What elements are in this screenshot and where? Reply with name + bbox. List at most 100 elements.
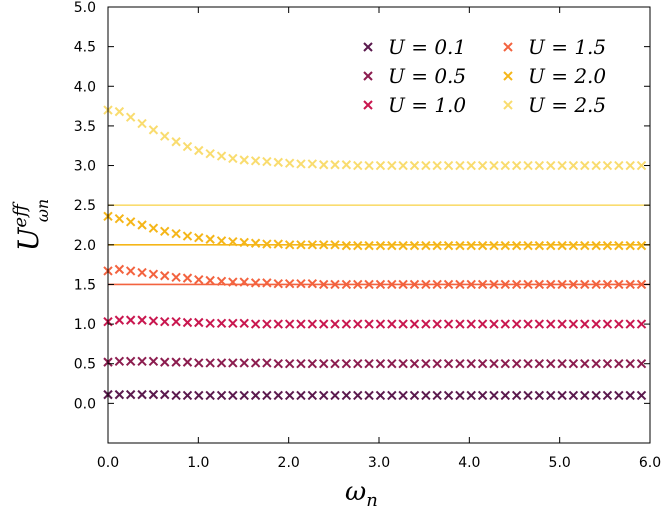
data-point — [319, 240, 329, 250]
data-point — [523, 160, 533, 171]
data-point — [273, 278, 283, 289]
legend-label: U = 0.1 — [388, 35, 466, 59]
y-tick-label: 0.0 — [74, 396, 96, 412]
data-point — [319, 319, 329, 329]
data-point — [216, 151, 227, 161]
data-point — [614, 160, 624, 171]
legend-marker — [363, 42, 373, 52]
data-point — [500, 240, 510, 251]
legend-marker — [363, 71, 373, 81]
data-point — [364, 359, 374, 369]
data-point — [466, 319, 476, 329]
x-tick-label: 1.0 — [187, 455, 209, 471]
data-point — [171, 357, 181, 367]
legend-label: U = 1.5 — [528, 35, 606, 59]
data-point — [398, 279, 408, 290]
data-point — [160, 389, 170, 400]
data-point — [523, 279, 533, 290]
data-point — [523, 390, 533, 401]
data-point — [262, 358, 272, 368]
data-point — [432, 359, 442, 369]
data-point — [194, 145, 204, 156]
data-point — [500, 390, 510, 401]
data-point — [614, 359, 624, 369]
data-point — [432, 240, 442, 251]
data-point — [489, 160, 499, 171]
data-point — [160, 131, 170, 141]
data-point — [500, 279, 510, 290]
data-point — [387, 160, 397, 171]
data-point — [591, 390, 601, 401]
data-point — [511, 160, 522, 171]
data-point — [625, 319, 635, 329]
series-markers — [103, 211, 647, 251]
data-point — [568, 160, 579, 171]
data-point — [125, 315, 136, 325]
data-point — [375, 319, 386, 329]
data-point — [432, 390, 442, 401]
data-point — [398, 359, 408, 369]
data-point — [262, 390, 272, 401]
data-point — [160, 226, 170, 237]
y-tick-label: 1.0 — [74, 317, 96, 333]
data-point — [500, 160, 510, 171]
data-point — [364, 279, 374, 290]
data-point — [284, 240, 295, 250]
data-point — [489, 240, 499, 251]
data-point — [409, 279, 420, 290]
data-point — [477, 319, 488, 329]
data-point — [636, 160, 647, 171]
data-point — [534, 240, 545, 251]
x-tick-label: 0.0 — [97, 455, 119, 471]
legend-item: U = 0.5 — [363, 64, 466, 88]
axis-ticks: 0.0 0.5 1.0 1.5 2.0 2.5 3.0 3.5 4.0 4.5 5.0 0.0 1.0 2… — [74, 0, 661, 471]
data-point — [137, 315, 147, 325]
data-point — [387, 359, 397, 369]
data-point — [421, 359, 431, 369]
data-point — [353, 390, 363, 401]
data-point — [477, 240, 488, 251]
data-point — [546, 160, 556, 171]
data-point — [341, 160, 352, 170]
data-point — [125, 389, 136, 400]
data-point — [205, 358, 215, 368]
legend-marker — [503, 42, 513, 52]
data-point — [398, 160, 408, 171]
data-point — [636, 240, 647, 251]
y-axis-label-sub: ωn — [33, 199, 52, 222]
data-point — [387, 390, 397, 401]
data-point — [216, 390, 227, 401]
data-point — [114, 356, 125, 367]
data-point — [591, 160, 601, 171]
data-point — [387, 240, 397, 251]
series-markers — [103, 356, 647, 369]
data-point — [546, 319, 556, 329]
data-point — [228, 236, 238, 247]
data-point — [330, 319, 340, 329]
data-point — [625, 160, 635, 171]
y-tick-label: 4.5 — [74, 40, 96, 56]
data-point — [160, 271, 170, 281]
legend-marker — [503, 71, 513, 81]
data-point — [375, 279, 386, 290]
data-point — [568, 390, 579, 401]
data-point — [625, 390, 635, 401]
data-point — [398, 240, 408, 251]
y-tick-label: 1.5 — [74, 277, 96, 293]
data-point — [546, 240, 556, 251]
data-point — [568, 359, 579, 369]
data-point — [171, 317, 181, 327]
data-point — [307, 390, 318, 401]
data-point — [284, 319, 295, 329]
data-point — [546, 359, 556, 369]
data-point — [194, 317, 204, 328]
data-point — [591, 319, 601, 329]
data-point — [307, 278, 318, 289]
data-point — [284, 158, 295, 168]
data-point — [273, 359, 283, 369]
data-point — [239, 390, 249, 401]
data-point — [443, 319, 454, 329]
data-point — [511, 359, 522, 369]
data-point — [387, 279, 397, 290]
